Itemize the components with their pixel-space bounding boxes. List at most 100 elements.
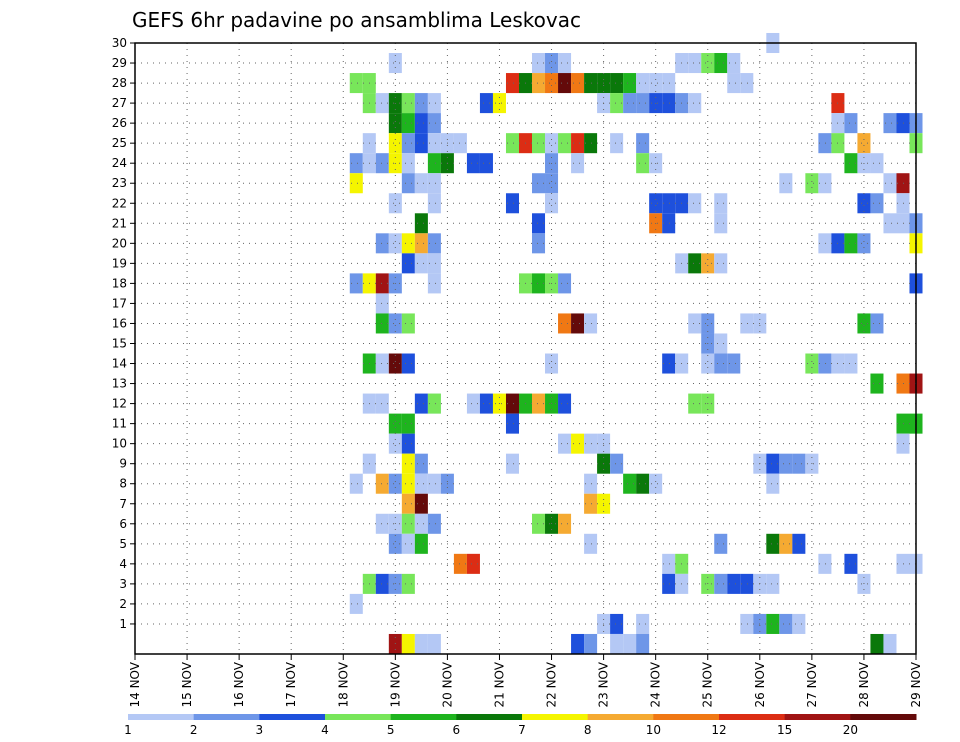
- heatmap-cell: [714, 213, 728, 234]
- heatmap-cell: [662, 553, 676, 574]
- legend-swatch: [784, 714, 851, 720]
- heatmap-cell: [375, 293, 389, 314]
- heatmap-cell: [701, 313, 715, 334]
- heatmap-cell: [584, 473, 598, 494]
- heatmap-cell: [766, 573, 780, 594]
- y-tick-label: 2: [119, 597, 127, 611]
- legend-swatch: [719, 714, 786, 720]
- heatmap-cell: [558, 313, 572, 334]
- heatmap-cell: [636, 73, 650, 94]
- heatmap-cell: [740, 573, 754, 594]
- y-tick-label: 3: [119, 577, 127, 591]
- x-tick-label: 23 NOV: [597, 661, 611, 707]
- heatmap-cell: [844, 353, 858, 374]
- heatmap-cell: [649, 473, 663, 494]
- heatmap-cell: [349, 593, 363, 614]
- heatmap-cell: [623, 633, 637, 654]
- heatmap-cell: [610, 93, 624, 114]
- heatmap-cell: [401, 413, 415, 434]
- y-tick-label: 11: [112, 417, 127, 431]
- heatmap-cell: [779, 533, 793, 554]
- heatmap-cell: [584, 533, 598, 554]
- heatmap-cell: [649, 193, 663, 214]
- heatmap-cell: [610, 613, 624, 634]
- heatmap-cell: [870, 153, 884, 174]
- heatmap-cell: [375, 93, 389, 114]
- y-axis-ticks: 1234567891011121314151617181920212223242…: [112, 36, 135, 631]
- y-tick-label: 6: [119, 517, 127, 531]
- heatmap-cell: [896, 173, 910, 194]
- legend-swatch: [522, 714, 589, 720]
- heatmap-cell: [610, 133, 624, 154]
- chart-title: GEFS 6hr padavine po ansamblima Leskovac: [132, 8, 581, 32]
- heatmap-cell: [584, 133, 598, 154]
- heatmap-cell: [545, 73, 559, 94]
- heatmap-cell: [571, 73, 585, 94]
- heatmap-cell: [479, 393, 493, 414]
- plot-frame: [134, 42, 917, 655]
- heatmap-cell: [779, 613, 793, 634]
- heatmap-cell: [401, 573, 415, 594]
- heatmap-cell: [453, 133, 467, 154]
- heatmap-cell: [401, 493, 415, 514]
- heatmap-cell: [532, 73, 546, 94]
- heatmap-cell: [870, 313, 884, 334]
- heatmap-cell: [401, 453, 415, 474]
- heatmap-cell: [414, 533, 428, 554]
- heatmap-cell: [766, 473, 780, 494]
- heatmap-cell: [375, 513, 389, 534]
- heatmap-cell: [714, 53, 728, 74]
- heatmap-cell: [818, 233, 832, 254]
- heatmap-cell: [636, 153, 650, 174]
- x-tick-label: 28 NOV: [857, 661, 871, 707]
- legend-label: 5: [387, 723, 395, 737]
- heatmap-cell: [558, 393, 572, 414]
- heatmap-cell: [701, 253, 715, 274]
- heatmap-cell: [388, 53, 402, 74]
- x-tick-label: 14 NOV: [128, 661, 142, 707]
- heatmap-cell: [896, 113, 910, 134]
- heatmap-cell: [883, 173, 897, 194]
- heatmap-cell: [896, 213, 910, 234]
- heatmap-cell: [623, 93, 637, 114]
- heatmap-cell: [545, 173, 559, 194]
- heatmap-cell: [571, 153, 585, 174]
- y-tick-label: 8: [119, 477, 127, 491]
- heatmap-cell: [714, 533, 728, 554]
- heatmap-cell: [388, 113, 402, 134]
- heatmap-cell: [662, 213, 676, 234]
- heatmap-cell: [857, 233, 871, 254]
- heatmap-cell: [401, 473, 415, 494]
- heatmap-cell: [870, 633, 884, 654]
- heatmap-cell: [662, 93, 676, 114]
- legend-label: 3: [256, 723, 264, 737]
- heatmap-cell: [479, 93, 493, 114]
- heatmap-cell: [857, 133, 871, 154]
- y-tick-label: 30: [112, 36, 127, 50]
- heatmap-cells: [349, 32, 923, 654]
- heatmap-cell: [727, 353, 741, 374]
- heatmap-cell: [414, 493, 428, 514]
- heatmap-cell: [857, 193, 871, 214]
- y-tick-label: 21: [112, 216, 127, 230]
- heatmap-cell: [558, 273, 572, 294]
- heatmap-cell: [414, 253, 428, 274]
- heatmap-cell: [623, 73, 637, 94]
- heatmap-cell: [584, 433, 598, 454]
- x-tick-label: 29 NOV: [909, 661, 923, 707]
- heatmap-cell: [401, 233, 415, 254]
- heatmap-cell: [401, 133, 415, 154]
- heatmap-cell: [427, 193, 441, 214]
- y-tick-label: 12: [112, 397, 127, 411]
- heatmap-cell: [636, 473, 650, 494]
- y-tick-label: 18: [112, 276, 127, 290]
- heatmap-cell: [584, 313, 598, 334]
- heatmap-cell: [805, 173, 819, 194]
- heatmap-cell: [532, 513, 546, 534]
- y-tick-label: 25: [112, 136, 127, 150]
- heatmap-cell: [505, 453, 519, 474]
- y-tick-label: 17: [112, 296, 127, 310]
- heatmap-cell: [375, 393, 389, 414]
- heatmap-cell: [662, 193, 676, 214]
- heatmap-cell: [896, 193, 910, 214]
